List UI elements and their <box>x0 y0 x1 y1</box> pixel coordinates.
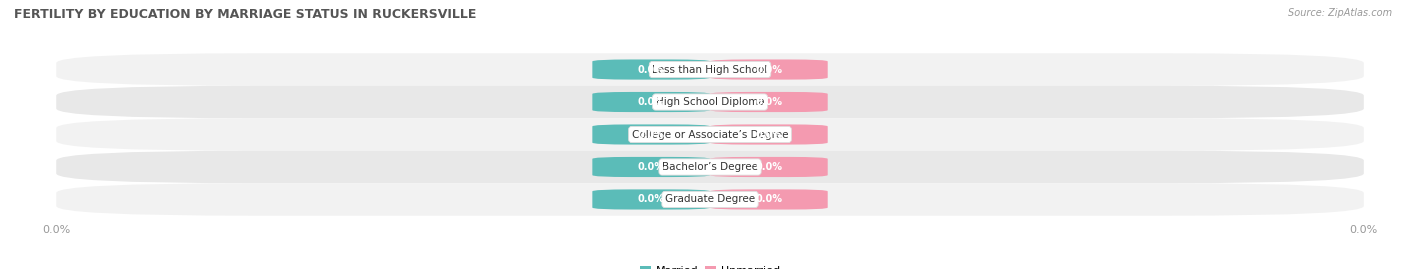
Text: FERTILITY BY EDUCATION BY MARRIAGE STATUS IN RUCKERSVILLE: FERTILITY BY EDUCATION BY MARRIAGE STATU… <box>14 8 477 21</box>
Text: 0.0%: 0.0% <box>755 194 782 204</box>
FancyBboxPatch shape <box>710 125 828 144</box>
Text: Graduate Degree: Graduate Degree <box>665 194 755 204</box>
Text: Bachelor’s Degree: Bachelor’s Degree <box>662 162 758 172</box>
FancyBboxPatch shape <box>710 189 828 210</box>
Text: Less than High School: Less than High School <box>652 65 768 75</box>
Text: 0.0%: 0.0% <box>638 65 665 75</box>
FancyBboxPatch shape <box>592 157 710 177</box>
FancyBboxPatch shape <box>710 92 828 112</box>
FancyBboxPatch shape <box>56 86 1364 118</box>
FancyBboxPatch shape <box>592 59 710 80</box>
Text: 0.0%: 0.0% <box>755 65 782 75</box>
FancyBboxPatch shape <box>56 151 1364 183</box>
FancyBboxPatch shape <box>710 59 828 80</box>
Text: 0.0%: 0.0% <box>638 194 665 204</box>
FancyBboxPatch shape <box>592 189 710 210</box>
FancyBboxPatch shape <box>56 183 1364 216</box>
Text: College or Associate’s Degree: College or Associate’s Degree <box>631 129 789 140</box>
Text: Source: ZipAtlas.com: Source: ZipAtlas.com <box>1288 8 1392 18</box>
FancyBboxPatch shape <box>592 125 710 144</box>
Text: 0.0%: 0.0% <box>755 129 782 140</box>
FancyBboxPatch shape <box>56 53 1364 86</box>
FancyBboxPatch shape <box>592 92 710 112</box>
Text: 0.0%: 0.0% <box>638 162 665 172</box>
Text: High School Diploma: High School Diploma <box>655 97 765 107</box>
Text: 0.0%: 0.0% <box>755 97 782 107</box>
Text: 0.0%: 0.0% <box>638 97 665 107</box>
FancyBboxPatch shape <box>56 118 1364 151</box>
FancyBboxPatch shape <box>710 157 828 177</box>
Text: 0.0%: 0.0% <box>638 129 665 140</box>
Text: 0.0%: 0.0% <box>755 162 782 172</box>
Legend: Married, Unmarried: Married, Unmarried <box>636 261 785 269</box>
